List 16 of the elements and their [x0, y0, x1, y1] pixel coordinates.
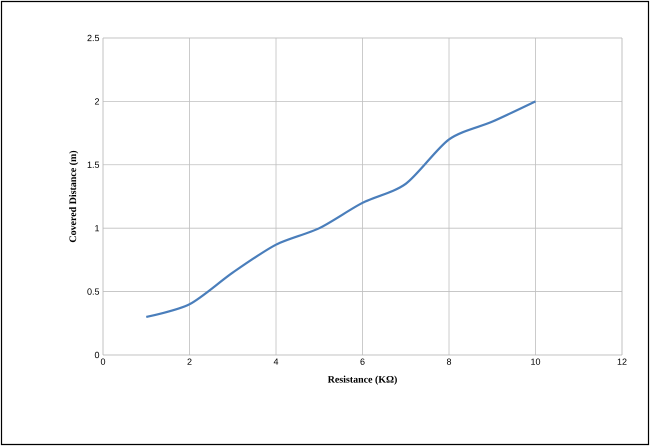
- x-tick-label: 12: [618, 358, 627, 365]
- y-tick-label: 2.5: [87, 34, 100, 42]
- line-series: [145, 100, 537, 318]
- x-tick-label: 6: [360, 358, 365, 365]
- x-tick-label: 0: [100, 358, 106, 365]
- y-axis-title: Covered Distance (m): [69, 150, 78, 242]
- x-tick-label: 4: [274, 358, 278, 365]
- x-tick-label: 10: [531, 358, 540, 365]
- y-tick-label: 2: [94, 98, 100, 105]
- y-tick-label: 1: [95, 225, 100, 232]
- x-axis-title: Resistance (KΩ): [328, 376, 397, 385]
- y-tick-label: 0.5: [87, 288, 100, 295]
- x-tick-label: 8: [446, 358, 452, 365]
- y-tick-label: 1.5: [88, 162, 100, 168]
- y-tick-label: 0: [94, 352, 100, 358]
- x-tick-label: 2: [187, 358, 192, 365]
